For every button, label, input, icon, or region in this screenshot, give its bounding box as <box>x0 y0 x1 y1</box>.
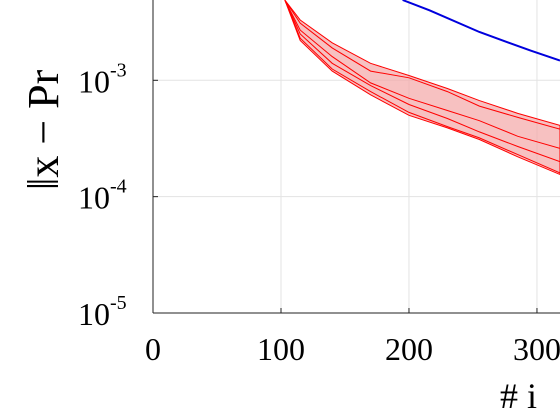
plot-area <box>153 0 560 313</box>
tick-exponent: -5 <box>110 292 127 314</box>
tick-base: 10 <box>78 180 110 216</box>
data-line <box>284 0 560 163</box>
data-line <box>402 0 560 62</box>
y-tick-label: 10-3 <box>78 59 127 99</box>
x-tick-label: 0 <box>145 331 161 367</box>
data-line <box>284 0 560 130</box>
y-axis-label: ‖x − Pr <box>19 69 68 190</box>
tick-base: 10 <box>78 63 110 99</box>
tick-exponent: -3 <box>110 59 127 81</box>
y-tick-label: 10-4 <box>78 176 127 216</box>
y-tick-label: 10-5 <box>78 292 127 332</box>
tick-base: 10 <box>78 296 110 332</box>
band <box>284 0 560 176</box>
data-line <box>284 0 560 149</box>
x-axis-label: # i <box>500 376 537 416</box>
x-tick-label: 300 <box>513 331 560 367</box>
x-tick-label: 100 <box>257 331 305 367</box>
data-line <box>284 0 560 174</box>
tick-exponent: -4 <box>110 176 127 198</box>
x-tick-label: 200 <box>385 331 433 367</box>
